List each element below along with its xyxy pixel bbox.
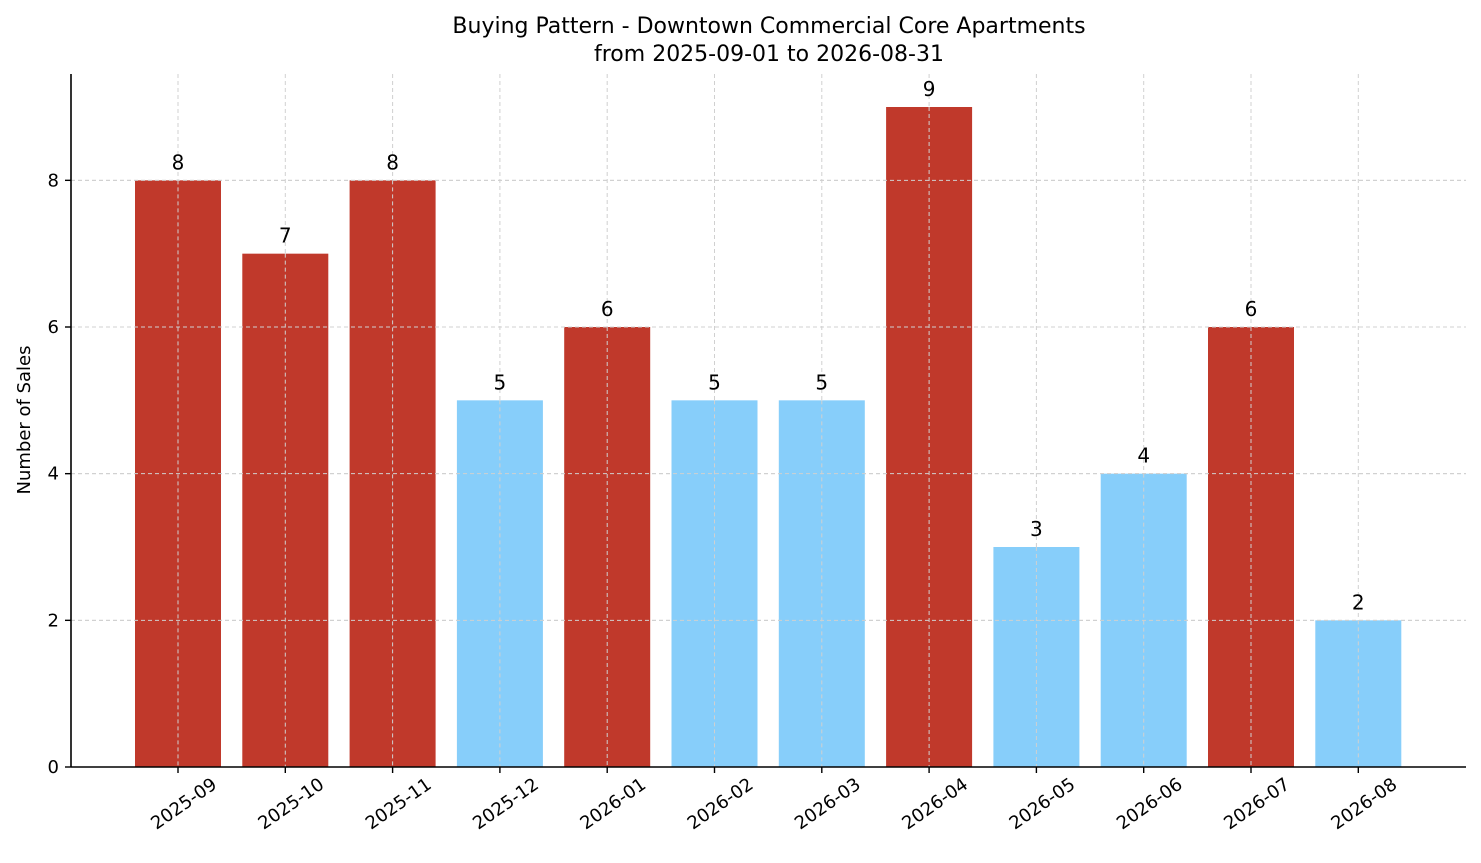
x-tick-label: 2025-10: [255, 774, 329, 834]
chart-subtitle: from 2025-09-01 to 2026-08-31: [594, 42, 944, 67]
chart-title: Buying Pattern - Downtown Commercial Cor…: [452, 14, 1085, 39]
bar-value-label: 5: [815, 370, 828, 394]
bars: [71, 107, 1466, 768]
x-tick-label: 2026-08: [1328, 774, 1402, 834]
bar-value-label: 8: [172, 150, 185, 174]
y-tick-label: 4: [48, 464, 59, 485]
x-tick-label: 2026-05: [1006, 774, 1080, 834]
y-tick-label: 2: [48, 610, 59, 631]
x-tick-label: 2026-02: [684, 774, 758, 834]
x-tick-label: 2025-12: [469, 774, 543, 834]
bar-value-label: 6: [601, 297, 614, 321]
x-tick-label: 2026-07: [1220, 774, 1294, 834]
x-tick-label: 2025-11: [362, 774, 436, 834]
bar-value-label: 3: [1030, 517, 1043, 541]
y-tick-label: 6: [48, 317, 59, 338]
y-axis-label: Number of Sales: [14, 345, 35, 494]
y-tick-label: 0: [48, 757, 59, 778]
bar-2026-05: [993, 547, 1080, 767]
x-tick-label: 2025-09: [147, 774, 221, 834]
x-tick-label: 2026-04: [898, 774, 972, 834]
bar-labels: 8 7 8 5 6 5 5 9 3 4 6 2: [172, 77, 1365, 614]
bar-value-label: 2: [1352, 590, 1365, 614]
bar-value-label: 5: [494, 370, 507, 394]
bar-value-label: 7: [279, 224, 292, 248]
x-tick-label: 2026-01: [576, 774, 650, 834]
x-tick-label: 2026-03: [791, 774, 865, 834]
y-tick-label: 8: [48, 170, 59, 191]
bar-value-label: 5: [708, 370, 721, 394]
bar-value-label: 8: [386, 150, 399, 174]
bar-value-label: 9: [923, 77, 936, 101]
x-tick-label: 2026-06: [1113, 774, 1187, 834]
bar-value-label: 4: [1137, 444, 1150, 468]
bar-value-label: 6: [1245, 297, 1258, 321]
